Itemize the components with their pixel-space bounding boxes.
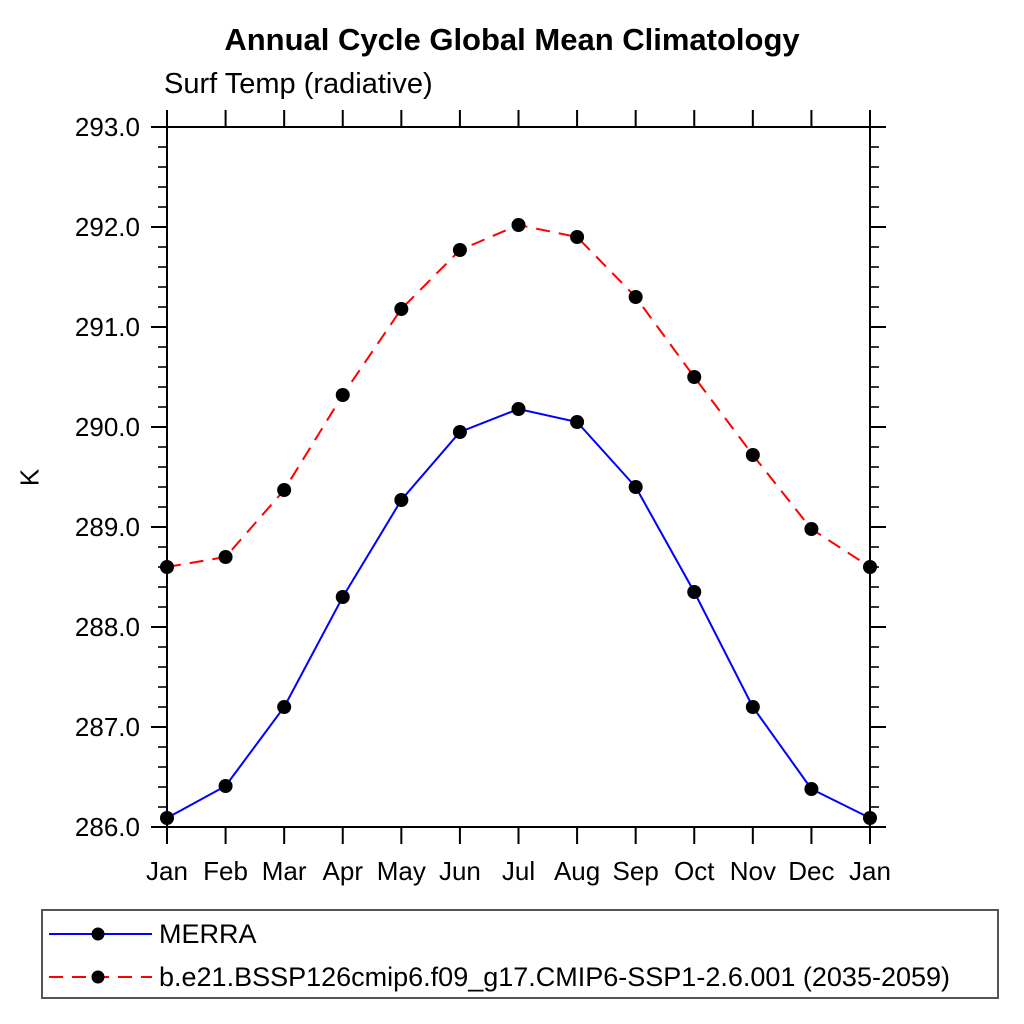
legend-label-merra: MERRA [159, 918, 257, 949]
data-point-marker [570, 230, 585, 244]
data-point-marker [804, 782, 819, 796]
x-tick-label: May [377, 856, 426, 886]
data-point-marker [160, 560, 174, 574]
legend-dot-icon [91, 970, 105, 984]
x-tick-label: Jul [502, 856, 535, 886]
data-point-marker [452, 243, 467, 257]
y-tick-label: 293.0 [75, 112, 140, 142]
dashed-line-marker-icon [49, 970, 152, 984]
data-point-marker [628, 480, 643, 494]
legend-box: MERRA b.e21.BSSP126cmip6.f09_g17.CMIP6-S… [41, 909, 999, 999]
data-point-marker [863, 811, 877, 825]
y-tick-label: 290.0 [75, 412, 140, 442]
x-tick-label: Apr [323, 856, 364, 886]
data-point-marker [277, 700, 292, 714]
data-point-marker [511, 218, 526, 232]
data-point-marker [160, 811, 174, 825]
legend-item-merra: MERRA [49, 916, 257, 952]
legend-dot-icon [91, 927, 105, 941]
data-point-marker [218, 550, 233, 564]
y-tick-label: 286.0 [75, 812, 140, 842]
data-point-marker [745, 700, 760, 714]
data-point-marker [804, 522, 819, 536]
data-point-marker [687, 585, 702, 599]
x-tick-label: Jan [849, 856, 891, 886]
series-line-1 [166, 223, 871, 568]
x-tick-label: Jun [439, 856, 481, 886]
x-tick-label: Dec [788, 856, 834, 886]
legend-item-model: b.e21.BSSP126cmip6.f09_g17.CMIP6-SSP1-2.… [49, 959, 950, 995]
y-tick-label: 288.0 [75, 612, 140, 642]
data-point-marker [394, 302, 409, 316]
data-point-marker [511, 402, 526, 416]
series-line-0 [166, 407, 871, 819]
data-point-marker [335, 388, 350, 402]
chart-subtitle: Surf Temp (radiative) [164, 68, 433, 100]
x-tick-label: Jan [146, 856, 188, 886]
solid-line-marker-icon [49, 927, 152, 941]
x-tick-label: Nov [730, 856, 776, 886]
data-point-marker [335, 590, 350, 604]
data-point-marker [863, 560, 877, 574]
data-point-marker [745, 448, 760, 462]
x-tick-label: Sep [613, 856, 659, 886]
legend-label-model: b.e21.BSSP126cmip6.f09_g17.CMIP6-SSP1-2.… [159, 961, 951, 992]
data-point-marker [452, 425, 467, 439]
data-point-marker [218, 779, 233, 793]
x-tick-label: Oct [674, 856, 715, 886]
x-tick-label: Mar [262, 856, 307, 886]
data-point-marker [628, 290, 643, 304]
page-title: Annual Cycle Global Mean Climatology [224, 22, 800, 57]
y-tick-label: 291.0 [75, 312, 140, 342]
data-point-marker [570, 415, 585, 429]
x-tick-label: Feb [203, 856, 248, 886]
x-tick-label: Aug [554, 856, 600, 886]
data-point-marker [277, 483, 292, 497]
y-tick-label: 287.0 [75, 712, 140, 742]
y-tick-label: 289.0 [75, 512, 140, 542]
data-point-marker [394, 493, 409, 507]
data-point-marker [687, 370, 702, 384]
y-tick-label: 292.0 [75, 212, 140, 242]
